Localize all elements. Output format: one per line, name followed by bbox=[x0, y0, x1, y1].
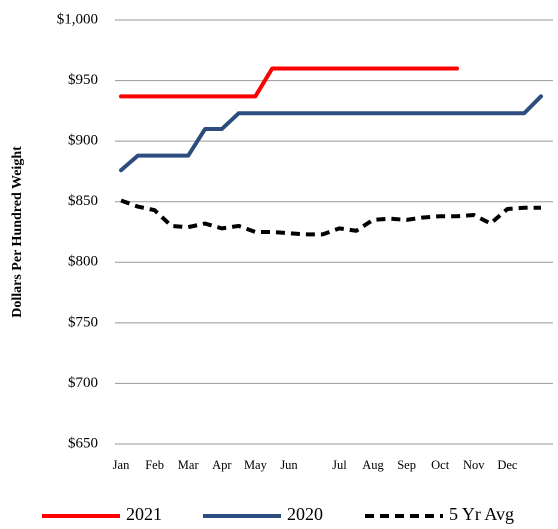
legend-label: 2021 bbox=[126, 504, 162, 524]
x-tick-label: Sep bbox=[397, 458, 416, 472]
legend-label: 5 Yr Avg bbox=[449, 504, 514, 524]
y-tick-label: $1,000 bbox=[57, 11, 98, 27]
x-tick-label: Apr bbox=[212, 458, 232, 472]
x-tick-label: Jun bbox=[280, 458, 298, 472]
x-tick-label: Jul bbox=[332, 458, 347, 472]
x-tick-label: Feb bbox=[145, 458, 164, 472]
x-tick-label: Aug bbox=[362, 458, 384, 472]
series-line bbox=[120, 198, 541, 237]
x-tick-label: Nov bbox=[463, 458, 485, 472]
series-line bbox=[119, 66, 459, 99]
y-tick-label: $700 bbox=[68, 375, 98, 391]
x-tick-label: Jan bbox=[113, 458, 130, 472]
y-tick-label: $850 bbox=[68, 193, 98, 209]
y-axis-label: Dollars Per Hundred Weight bbox=[10, 146, 25, 318]
y-tick-label: $750 bbox=[68, 314, 98, 330]
y-tick-label: $800 bbox=[68, 254, 98, 270]
x-tick-label: Dec bbox=[497, 458, 518, 472]
y-tick-label: $900 bbox=[68, 133, 98, 149]
y-tick-label: $950 bbox=[68, 72, 98, 88]
x-tick-label: Mar bbox=[178, 458, 200, 472]
series-line bbox=[119, 94, 543, 173]
x-tick-label: Oct bbox=[431, 458, 450, 472]
x-tick-label: May bbox=[244, 458, 268, 472]
y-tick-label: $650 bbox=[68, 435, 98, 451]
legend-label: 2020 bbox=[287, 504, 323, 524]
